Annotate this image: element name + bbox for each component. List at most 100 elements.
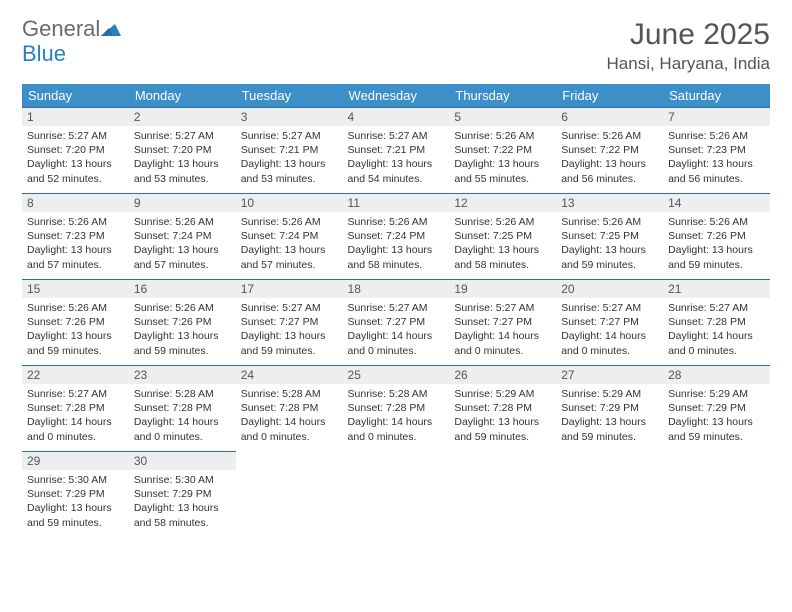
logo: General Blue <box>22 18 121 67</box>
day-details: Sunrise: 5:27 AMSunset: 7:28 PMDaylight:… <box>663 298 770 362</box>
day-details: Sunrise: 5:28 AMSunset: 7:28 PMDaylight:… <box>343 384 450 448</box>
day-number: 13 <box>556 194 663 212</box>
day-details: Sunrise: 5:26 AMSunset: 7:24 PMDaylight:… <box>129 212 236 276</box>
day-number: 26 <box>449 366 556 384</box>
day-number: 29 <box>22 452 129 470</box>
day-details: Sunrise: 5:26 AMSunset: 7:22 PMDaylight:… <box>449 126 556 190</box>
calendar-day-cell: 13Sunrise: 5:26 AMSunset: 7:25 PMDayligh… <box>556 194 663 280</box>
calendar-week-row: 29Sunrise: 5:30 AMSunset: 7:29 PMDayligh… <box>22 452 770 538</box>
calendar-day-cell: 28Sunrise: 5:29 AMSunset: 7:29 PMDayligh… <box>663 366 770 452</box>
day-number: 22 <box>22 366 129 384</box>
day-details: Sunrise: 5:27 AMSunset: 7:20 PMDaylight:… <box>129 126 236 190</box>
calendar-day-cell: 12Sunrise: 5:26 AMSunset: 7:25 PMDayligh… <box>449 194 556 280</box>
day-number: 8 <box>22 194 129 212</box>
day-details: Sunrise: 5:30 AMSunset: 7:29 PMDaylight:… <box>22 470 129 534</box>
day-number: 15 <box>22 280 129 298</box>
weekday-header: Saturday <box>663 84 770 108</box>
day-number: 17 <box>236 280 343 298</box>
day-number: 9 <box>129 194 236 212</box>
day-number: 20 <box>556 280 663 298</box>
day-details: Sunrise: 5:27 AMSunset: 7:27 PMDaylight:… <box>449 298 556 362</box>
day-details: Sunrise: 5:26 AMSunset: 7:26 PMDaylight:… <box>663 212 770 276</box>
logo-triangle-icon <box>101 23 121 40</box>
weekday-header: Friday <box>556 84 663 108</box>
day-details: Sunrise: 5:26 AMSunset: 7:24 PMDaylight:… <box>236 212 343 276</box>
calendar-empty-cell <box>663 452 770 538</box>
day-details: Sunrise: 5:29 AMSunset: 7:29 PMDaylight:… <box>663 384 770 448</box>
day-details: Sunrise: 5:26 AMSunset: 7:25 PMDaylight:… <box>556 212 663 276</box>
day-details: Sunrise: 5:27 AMSunset: 7:20 PMDaylight:… <box>22 126 129 190</box>
calendar-week-row: 8Sunrise: 5:26 AMSunset: 7:23 PMDaylight… <box>22 194 770 280</box>
day-number: 2 <box>129 108 236 126</box>
calendar-day-cell: 2Sunrise: 5:27 AMSunset: 7:20 PMDaylight… <box>129 108 236 194</box>
day-number: 30 <box>129 452 236 470</box>
day-details: Sunrise: 5:26 AMSunset: 7:25 PMDaylight:… <box>449 212 556 276</box>
day-number: 24 <box>236 366 343 384</box>
calendar-day-cell: 16Sunrise: 5:26 AMSunset: 7:26 PMDayligh… <box>129 280 236 366</box>
day-number: 27 <box>556 366 663 384</box>
day-details: Sunrise: 5:29 AMSunset: 7:28 PMDaylight:… <box>449 384 556 448</box>
calendar-day-cell: 6Sunrise: 5:26 AMSunset: 7:22 PMDaylight… <box>556 108 663 194</box>
calendar-empty-cell <box>556 452 663 538</box>
calendar-day-cell: 24Sunrise: 5:28 AMSunset: 7:28 PMDayligh… <box>236 366 343 452</box>
calendar-day-cell: 3Sunrise: 5:27 AMSunset: 7:21 PMDaylight… <box>236 108 343 194</box>
calendar-day-cell: 10Sunrise: 5:26 AMSunset: 7:24 PMDayligh… <box>236 194 343 280</box>
weekday-header: Sunday <box>22 84 129 108</box>
weekday-header: Thursday <box>449 84 556 108</box>
calendar-day-cell: 23Sunrise: 5:28 AMSunset: 7:28 PMDayligh… <box>129 366 236 452</box>
month-title: June 2025 <box>607 18 770 52</box>
weekday-header-row: SundayMondayTuesdayWednesdayThursdayFrid… <box>22 84 770 108</box>
calendar-body: 1Sunrise: 5:27 AMSunset: 7:20 PMDaylight… <box>22 108 770 538</box>
calendar-day-cell: 26Sunrise: 5:29 AMSunset: 7:28 PMDayligh… <box>449 366 556 452</box>
day-details: Sunrise: 5:26 AMSunset: 7:23 PMDaylight:… <box>22 212 129 276</box>
day-details: Sunrise: 5:27 AMSunset: 7:27 PMDaylight:… <box>556 298 663 362</box>
weekday-header: Monday <box>129 84 236 108</box>
calendar-day-cell: 19Sunrise: 5:27 AMSunset: 7:27 PMDayligh… <box>449 280 556 366</box>
calendar-day-cell: 22Sunrise: 5:27 AMSunset: 7:28 PMDayligh… <box>22 366 129 452</box>
day-details: Sunrise: 5:26 AMSunset: 7:26 PMDaylight:… <box>129 298 236 362</box>
day-number: 10 <box>236 194 343 212</box>
day-details: Sunrise: 5:26 AMSunset: 7:24 PMDaylight:… <box>343 212 450 276</box>
day-number: 23 <box>129 366 236 384</box>
day-number: 25 <box>343 366 450 384</box>
day-details: Sunrise: 5:28 AMSunset: 7:28 PMDaylight:… <box>236 384 343 448</box>
day-number: 19 <box>449 280 556 298</box>
day-number: 1 <box>22 108 129 126</box>
weekday-header: Wednesday <box>343 84 450 108</box>
calendar-day-cell: 17Sunrise: 5:27 AMSunset: 7:27 PMDayligh… <box>236 280 343 366</box>
title-block: June 2025 Hansi, Haryana, India <box>607 18 770 74</box>
day-number: 4 <box>343 108 450 126</box>
calendar-day-cell: 4Sunrise: 5:27 AMSunset: 7:21 PMDaylight… <box>343 108 450 194</box>
day-details: Sunrise: 5:27 AMSunset: 7:21 PMDaylight:… <box>236 126 343 190</box>
day-details: Sunrise: 5:26 AMSunset: 7:22 PMDaylight:… <box>556 126 663 190</box>
day-number: 11 <box>343 194 450 212</box>
day-details: Sunrise: 5:27 AMSunset: 7:21 PMDaylight:… <box>343 126 450 190</box>
calendar-empty-cell <box>449 452 556 538</box>
day-number: 5 <box>449 108 556 126</box>
day-details: Sunrise: 5:30 AMSunset: 7:29 PMDaylight:… <box>129 470 236 534</box>
day-number: 3 <box>236 108 343 126</box>
calendar-day-cell: 30Sunrise: 5:30 AMSunset: 7:29 PMDayligh… <box>129 452 236 538</box>
calendar-day-cell: 14Sunrise: 5:26 AMSunset: 7:26 PMDayligh… <box>663 194 770 280</box>
calendar-day-cell: 27Sunrise: 5:29 AMSunset: 7:29 PMDayligh… <box>556 366 663 452</box>
day-number: 6 <box>556 108 663 126</box>
day-number: 14 <box>663 194 770 212</box>
calendar-day-cell: 25Sunrise: 5:28 AMSunset: 7:28 PMDayligh… <box>343 366 450 452</box>
calendar-day-cell: 9Sunrise: 5:26 AMSunset: 7:24 PMDaylight… <box>129 194 236 280</box>
day-number: 21 <box>663 280 770 298</box>
day-number: 28 <box>663 366 770 384</box>
calendar-day-cell: 20Sunrise: 5:27 AMSunset: 7:27 PMDayligh… <box>556 280 663 366</box>
calendar-day-cell: 11Sunrise: 5:26 AMSunset: 7:24 PMDayligh… <box>343 194 450 280</box>
calendar-day-cell: 18Sunrise: 5:27 AMSunset: 7:27 PMDayligh… <box>343 280 450 366</box>
logo-text-gray: General <box>22 16 100 41</box>
page-header: General Blue June 2025 Hansi, Haryana, I… <box>22 18 770 74</box>
calendar-day-cell: 29Sunrise: 5:30 AMSunset: 7:29 PMDayligh… <box>22 452 129 538</box>
day-details: Sunrise: 5:28 AMSunset: 7:28 PMDaylight:… <box>129 384 236 448</box>
calendar-empty-cell <box>236 452 343 538</box>
calendar-day-cell: 21Sunrise: 5:27 AMSunset: 7:28 PMDayligh… <box>663 280 770 366</box>
day-details: Sunrise: 5:27 AMSunset: 7:27 PMDaylight:… <box>343 298 450 362</box>
day-details: Sunrise: 5:26 AMSunset: 7:23 PMDaylight:… <box>663 126 770 190</box>
day-details: Sunrise: 5:26 AMSunset: 7:26 PMDaylight:… <box>22 298 129 362</box>
calendar-week-row: 15Sunrise: 5:26 AMSunset: 7:26 PMDayligh… <box>22 280 770 366</box>
calendar-week-row: 1Sunrise: 5:27 AMSunset: 7:20 PMDaylight… <box>22 108 770 194</box>
